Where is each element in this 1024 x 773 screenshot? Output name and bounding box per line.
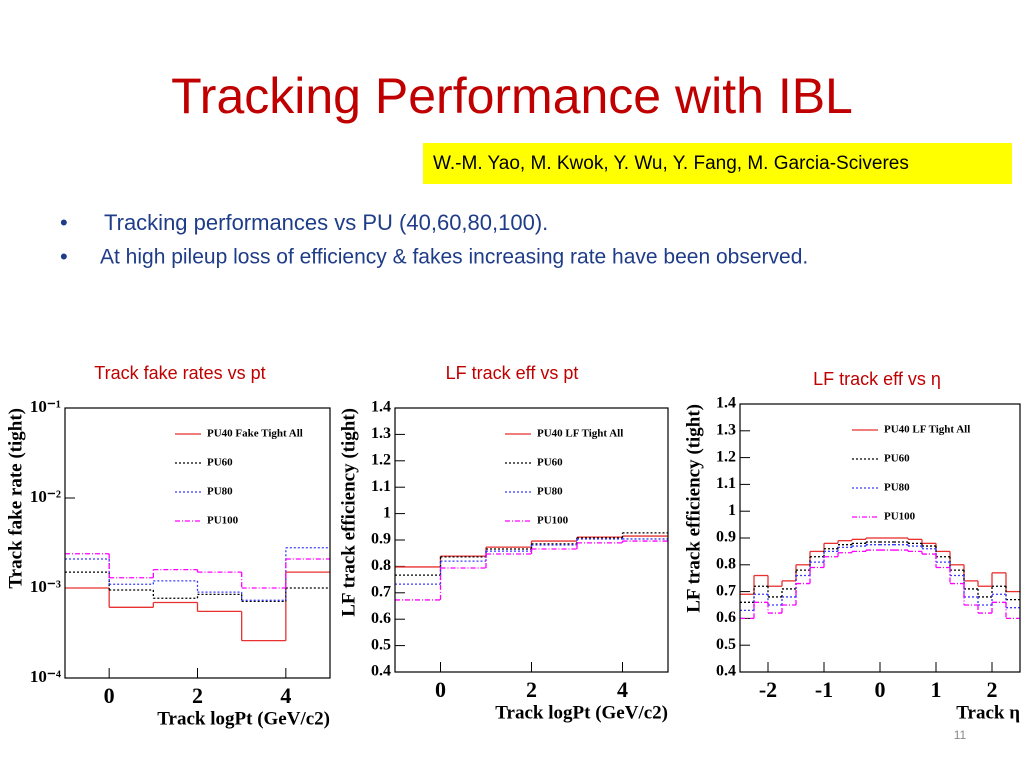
plot-background xyxy=(338,394,670,718)
y-tick-label: 0.4 xyxy=(716,663,736,680)
y-tick-label: 0.5 xyxy=(371,636,391,653)
y-tick-label: 1 xyxy=(728,502,736,519)
y-tick-label: 10⁻⁴ xyxy=(30,667,61,686)
x-tick-label: 0 xyxy=(875,677,886,702)
x-tick-label: 1 xyxy=(931,677,942,702)
plot-background xyxy=(5,394,332,724)
y-tick-label: 0.5 xyxy=(716,636,736,653)
plot-frame xyxy=(739,403,1021,673)
legend-label: PU80 xyxy=(884,482,910,494)
y-axis-title: LF track efficiency (tight) xyxy=(338,408,359,617)
y-tick-label: 1.3 xyxy=(371,425,391,442)
plot-frame xyxy=(394,407,669,673)
x-tick-label: -1 xyxy=(815,677,833,702)
legend-label: PU40 LF Tight All xyxy=(884,424,970,436)
y-tick-label: 10⁻³ xyxy=(30,577,61,596)
bullet: At high pileup loss of efficiency & fake… xyxy=(100,246,808,269)
x-tick-label: 2 xyxy=(526,677,537,702)
x-tick-label: 2 xyxy=(192,683,203,708)
author-box xyxy=(423,143,1012,184)
x-tick-label: -2 xyxy=(759,677,777,702)
legend-label: PU40 Fake Tight All xyxy=(207,428,303,440)
chart-caption: LF track eff vs η xyxy=(813,369,941,389)
chart-caption: LF track eff vs pt xyxy=(446,363,579,383)
y-tick-label: 0.4 xyxy=(371,663,391,680)
y-tick-label: 1.2 xyxy=(371,451,391,468)
legend-label: PU60 xyxy=(884,453,910,465)
y-tick-label: 0.9 xyxy=(371,531,391,548)
y-tick-label: 1.2 xyxy=(716,448,736,465)
y-tick-label: 10⁻¹ xyxy=(30,397,61,416)
x-tick-label: 2 xyxy=(987,677,998,702)
authors: W.-M. Yao, M. Kwok, Y. Wu, Y. Fang, M. G… xyxy=(433,153,909,174)
x-tick-label: 4 xyxy=(280,683,291,708)
legend-label: PU40 LF Tight All xyxy=(537,428,623,440)
legend-label: PU100 xyxy=(207,515,239,527)
y-tick-label: 1 xyxy=(383,504,391,521)
x-tick-label: 4 xyxy=(617,677,628,702)
legend-label: PU80 xyxy=(537,486,563,498)
bullet-dot: • xyxy=(60,244,68,269)
y-tick-label: 0.6 xyxy=(716,609,736,626)
x-axis-title: Track logPt (GeV/c2) xyxy=(495,702,668,723)
y-tick-label: 0.9 xyxy=(716,529,736,546)
y-tick-label: 1.1 xyxy=(716,475,736,492)
y-tick-label: 0.8 xyxy=(371,557,391,574)
legend-label: PU60 xyxy=(537,457,563,469)
bullet: Tracking performances vs PU (40,60,80,10… xyxy=(104,210,548,235)
y-axis-title: Track fake rate (tight) xyxy=(5,408,26,589)
legend-label: PU100 xyxy=(537,515,569,527)
y-tick-label: 10⁻² xyxy=(30,487,61,506)
slide-number: 11 xyxy=(954,728,967,742)
x-tick-label: 0 xyxy=(435,677,446,702)
legend-label: PU60 xyxy=(207,457,233,469)
y-tick-label: 0.6 xyxy=(371,610,391,627)
x-axis-title: Track logPt (GeV/c2) xyxy=(157,708,330,729)
y-tick-label: 1.1 xyxy=(371,478,391,495)
y-tick-label: 0.7 xyxy=(716,582,736,599)
legend-label: PU80 xyxy=(207,486,233,498)
plot-frame xyxy=(64,407,331,679)
y-tick-label: 1.4 xyxy=(716,395,736,412)
chart-caption: Track fake rates vs pt xyxy=(94,363,265,383)
x-axis-title: Track η xyxy=(956,702,1020,723)
y-tick-label: 0.7 xyxy=(371,583,391,600)
y-tick-label: 0.8 xyxy=(716,555,736,572)
legend-label: PU100 xyxy=(884,511,916,523)
slide-title: Tracking Performance with IBL xyxy=(171,68,853,124)
y-tick-label: 1.3 xyxy=(716,421,736,438)
x-tick-label: 0 xyxy=(104,683,115,708)
y-tick-label: 1.4 xyxy=(371,399,391,416)
bullet-dot: • xyxy=(60,210,68,235)
y-axis-title: LF track efficiency (tight) xyxy=(683,404,704,613)
